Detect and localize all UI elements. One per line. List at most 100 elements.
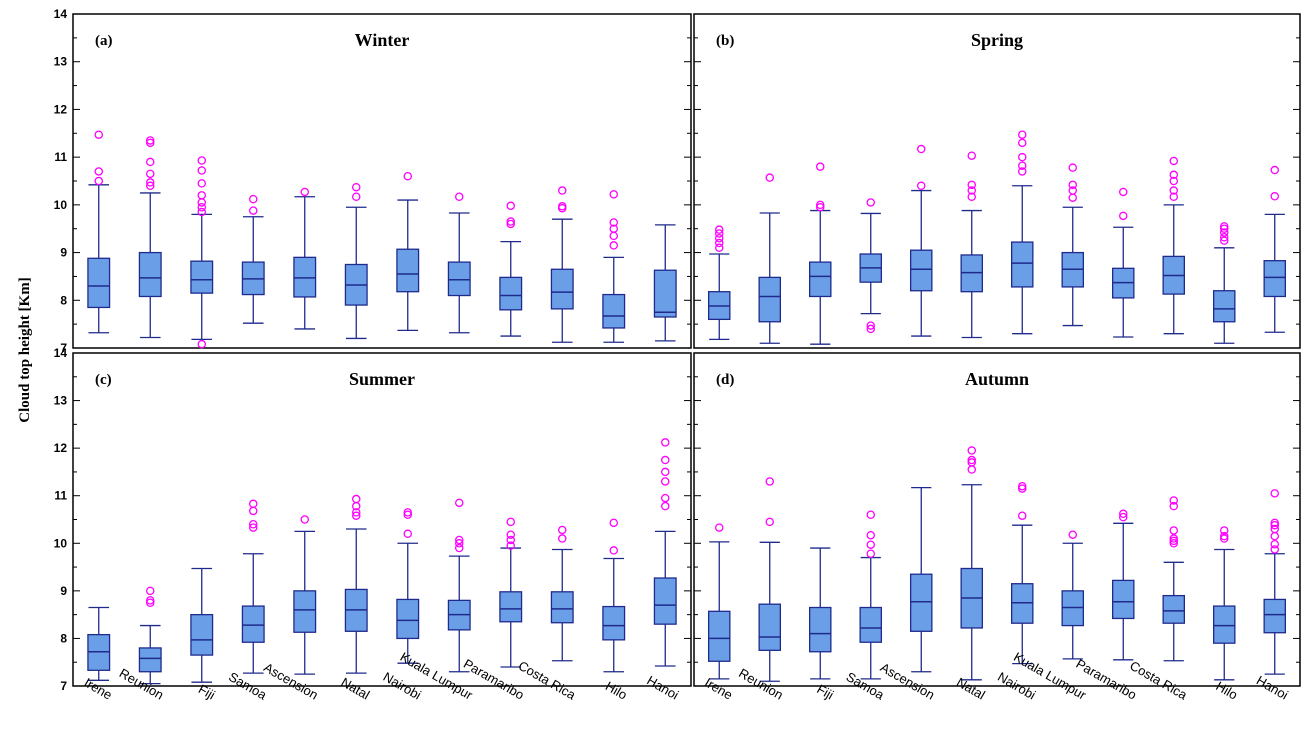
panel-title: Summer [349,369,415,389]
y-tick-label: 12 [54,441,68,455]
outlier-point [967,186,977,195]
box-kuala-lumpur [447,192,471,334]
box-kuala-lumpur [1061,530,1085,660]
x-tick-label: Fiji [196,681,218,702]
outlier-point [1018,130,1027,139]
outlier-point [1169,526,1179,535]
outlier-point [715,234,724,243]
iqr-box [758,603,782,651]
iqr-box [602,605,626,641]
box-natal [344,182,368,340]
y-tick-label: 9 [60,584,67,598]
box-paramaribo [499,201,523,337]
y-tick-label: 13 [54,394,68,408]
outlier-point [866,198,876,207]
iqr-box [1212,290,1236,323]
outlier-point [866,530,876,540]
outlier-point [506,217,515,226]
y-axis-label: Cloud top height [Km] [17,277,33,422]
outlier-point [300,187,309,197]
outlier-point [145,598,155,608]
outlier-point [715,225,724,234]
iqr-box [707,610,731,662]
iqr-box [87,257,111,309]
outlier-point [454,543,464,553]
outlier-point [1119,512,1128,522]
outlier-point [506,201,515,211]
outlier-point [248,506,258,516]
iqr-box [859,606,883,643]
outlier-point [1169,186,1179,195]
outlier-point [403,510,412,519]
outlier-point [248,206,258,215]
outlier-point [454,498,464,508]
panel-label: (b) [716,33,734,49]
outlier-point [506,541,515,550]
outlier-point [1220,233,1229,242]
outlier-point [661,493,670,503]
outlier-point [1220,222,1229,231]
outlier-point [866,324,876,334]
panel-label: (c) [95,372,112,388]
box-samoa [859,198,883,334]
x-tick-label: Costa Rica [1127,658,1190,703]
outlier-point [967,465,977,474]
x-tick-label: Hanoi [644,673,681,703]
y-tick-label: 8 [60,631,67,645]
box-irene [707,523,731,680]
outlier-point [1169,156,1179,166]
outlier-point [145,178,155,187]
outlier-point [94,130,104,139]
outlier-point [917,181,926,191]
box-paramaribo [1111,187,1135,338]
x-tick-label: Hanoi [1254,673,1291,703]
box-costa-rica [550,525,574,662]
outlier-point [403,171,412,181]
outlier-point [715,238,724,248]
outlier-point [1270,531,1280,541]
panel-title: Spring [971,30,1023,50]
outlier-point [1018,484,1027,493]
x-tick-label: Irene [702,675,735,703]
outlier-point [816,202,825,212]
box-reunion [138,136,162,339]
box-nairobi [396,171,420,331]
outlier-point [94,167,104,176]
outlier-point [1169,501,1179,511]
iqr-box [808,261,832,298]
outlier-point [715,229,724,238]
x-tick-label: Costa Rica [516,658,579,703]
outlier-point [197,166,206,175]
iqr-box [396,248,420,293]
outlier-point [1220,526,1229,535]
outlier-point [609,224,619,233]
box-ascension [293,187,317,330]
outlier-point [1270,489,1280,498]
y-tick-label: 14 [54,346,68,360]
outlier-point [300,515,309,524]
box-costa-rica [1162,496,1186,662]
iqr-box [1162,594,1186,624]
box-hanoi [1263,489,1287,675]
outlier-point [1068,186,1078,195]
outlier-point [1270,545,1280,554]
outlier-point [765,517,775,527]
outlier-point [506,219,515,229]
x-tick-label: Natal [954,674,988,702]
outlier-point [866,510,876,519]
outlier-point [1119,211,1128,221]
panel-spring: Spring (b) [693,13,1301,349]
outlier-point [506,535,515,545]
outlier-point [197,179,206,188]
panel-title: Winter [355,30,410,50]
box-natal [960,151,984,339]
outlier-point [1220,531,1229,541]
iqr-box [293,590,317,633]
iqr-box [396,598,420,640]
outlier-point [609,218,619,227]
iqr-box [653,269,677,318]
iqr-box [1263,598,1287,634]
iqr-box [138,251,162,298]
